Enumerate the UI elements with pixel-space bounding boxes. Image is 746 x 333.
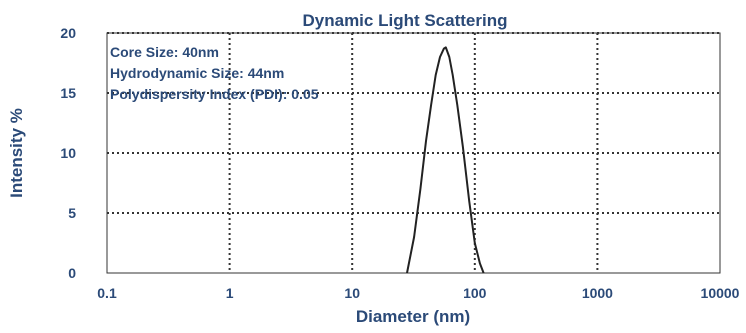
annotation-text: Polydispersity Index (PDI): 0.05 bbox=[110, 86, 319, 102]
x-tick-label: 0.1 bbox=[97, 285, 117, 301]
annotation-text: Hydrodynamic Size: 44nm bbox=[110, 65, 284, 81]
y-tick-label: 20 bbox=[60, 25, 76, 41]
y-tick-label: 5 bbox=[68, 205, 76, 221]
x-axis-title: Diameter (nm) bbox=[356, 307, 470, 326]
y-axis-title: Intensity % bbox=[7, 108, 26, 198]
x-tick-label: 1000 bbox=[582, 285, 613, 301]
y-tick-labels: 0 5 10 15 20 bbox=[60, 25, 76, 281]
x-tick-labels: 0.1 1 10 100 1000 10000 bbox=[97, 285, 739, 301]
x-tick-label: 1 bbox=[226, 285, 234, 301]
x-tick-label: 10000 bbox=[701, 285, 740, 301]
chart-title: Dynamic Light Scattering bbox=[303, 11, 508, 30]
y-tick-label: 15 bbox=[60, 85, 76, 101]
annotation-text: Core Size: 40nm bbox=[110, 44, 219, 60]
series-line bbox=[407, 47, 484, 273]
y-tick-label: 10 bbox=[60, 145, 76, 161]
y-tick-label: 0 bbox=[68, 265, 76, 281]
x-tick-label: 100 bbox=[463, 285, 487, 301]
x-tick-label: 10 bbox=[344, 285, 360, 301]
series-layer bbox=[407, 47, 484, 273]
annotations: Core Size: 40nm Hydrodynamic Size: 44nm Po… bbox=[110, 44, 319, 102]
